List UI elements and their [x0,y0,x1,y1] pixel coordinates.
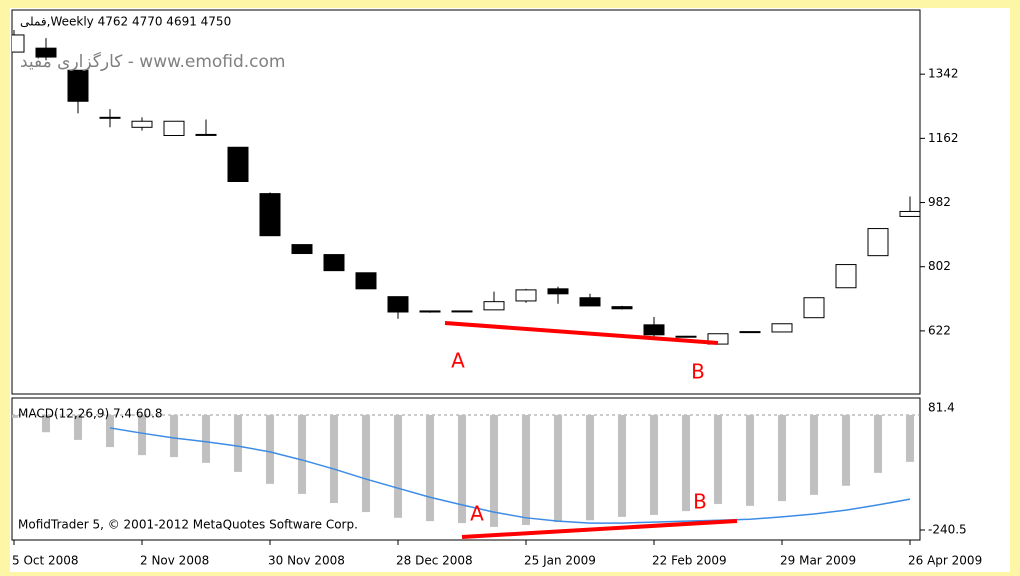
signal-line [109,427,911,524]
x-tick-label: 2 Nov 2008 [140,554,209,568]
x-tick-label: 25 Jan 2009 [524,554,596,568]
candle-body [387,296,409,313]
candle-body [611,306,633,310]
candle-body [355,272,377,290]
watermark: کارگزاری مفید - www.emofid.com [20,51,286,72]
axes: 1342 1162 982 802 622 5 Oct 2008 2 Nov 2008 30 … [12,67,982,568]
histogram-bar [170,415,178,458]
candle-body [803,297,825,319]
histogram-bar [330,415,338,503]
histogram-bar [522,415,530,525]
histogram-bar [746,415,754,506]
candle-body [643,324,665,336]
candle-body [515,289,537,302]
histogram-bar [106,415,114,448]
candle-body [867,228,889,257]
candle-body [12,34,25,53]
chart-title: فملی,Weekly 4762 4770 4691 4750 [20,15,231,29]
histogram-bar [810,415,818,495]
y-tick-label: 802 [928,259,951,273]
histogram-bar [714,415,722,504]
annotation: B [691,360,705,384]
histogram-bar [490,415,498,527]
annotation: A [470,502,484,526]
candle-body [195,133,217,136]
macd-plot [12,414,920,527]
histogram-bar [874,415,882,473]
histogram-bar [42,415,50,433]
histogram-bar [298,415,306,494]
annotation: B [693,490,707,514]
candle-body [163,120,185,137]
x-tick-label: 29 Mar 2009 [780,554,856,568]
candle-body [227,146,249,182]
y-tick-label: 622 [928,323,951,337]
histogram-bar [138,415,146,456]
annotation: A [451,349,465,373]
candle-body [291,244,313,255]
histogram-bar [554,415,562,523]
histogram-bar [618,415,626,517]
y-tick-label: 982 [928,195,951,209]
x-tick-label: 26 Apr 2009 [908,554,982,568]
candle-body [323,254,345,272]
histogram-bar [778,415,786,502]
candle-body [707,333,729,345]
y-tick-label: 1162 [928,131,959,145]
price-plot [12,29,920,345]
price-panel [11,9,921,395]
histogram-bar [74,415,82,440]
histogram-bar [394,415,402,518]
y-tick-label: -240.5 [928,523,967,537]
candle-body [67,69,89,102]
histogram-bar [202,415,210,463]
indicator-title: MACD(12,26,9) 7.4 60.8 [18,407,163,421]
candle-body [35,47,57,58]
candle-body [547,288,569,295]
histogram-bar [842,415,850,486]
x-tick-label: 28 Dec 2008 [396,554,473,568]
candle-body [483,301,505,311]
histogram-bar [586,415,594,521]
histogram-bar [426,415,434,522]
candle-body [771,323,793,333]
candle-body [675,335,697,338]
y-top-label: 81.4 [928,401,955,415]
candle-body [899,210,920,217]
candle-body [835,264,857,289]
histogram-bar [906,415,914,462]
histogram-bar [266,415,274,484]
x-tick-label: 5 Oct 2008 [12,554,79,568]
histogram-bar [362,415,370,513]
candle-body [739,331,761,334]
candle-body [451,310,473,313]
candle-body [99,116,121,119]
trend-line [444,321,719,345]
histogram-bar [234,415,242,472]
histogram-bar [458,415,466,524]
candle-body [131,120,153,128]
candle-body [259,193,281,237]
y-tick-label: 1342 [928,67,959,81]
histogram-bar [650,415,658,515]
trend-line [461,519,738,539]
candle-body [579,297,601,307]
x-tick-label: 30 Nov 2008 [268,554,345,568]
x-tick-label: 22 Feb 2009 [652,554,727,568]
histogram-bar [12,415,18,418]
candle-body [419,310,441,313]
histogram-bar [682,415,690,512]
copyright: MofidTrader 5, © 2001-2012 MetaQuotes So… [18,518,358,532]
